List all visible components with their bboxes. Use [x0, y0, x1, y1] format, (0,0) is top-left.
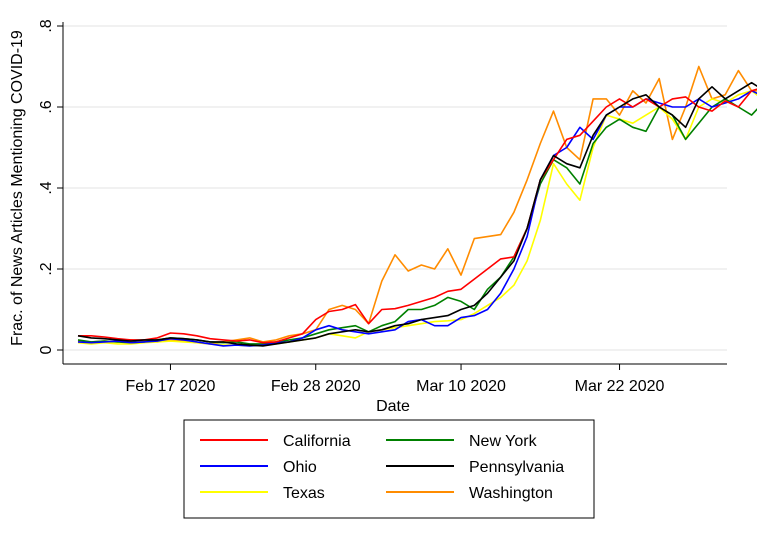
legend: California New York Ohio Pennsylvania Texas W…: [183, 419, 595, 519]
y-tick-label: .6: [38, 100, 55, 113]
y-tick-label: .4: [38, 181, 55, 194]
y-axis-title: Frac. of News Articles Mentioning COVID-…: [9, 30, 26, 346]
y-tick-label: 0: [38, 345, 55, 354]
x-tick-label: Feb 17 2020: [126, 378, 216, 395]
y-tick-label: .2: [38, 262, 55, 275]
legend-label: Pennsylvania: [469, 459, 564, 476]
gridlines: [63, 25, 727, 351]
legend-label: New York: [469, 433, 538, 450]
x-axis-title: Date: [376, 398, 410, 415]
series-line-ohio: [77, 90, 757, 347]
legend-box: [183, 419, 595, 519]
series-lines: [77, 65, 757, 347]
legend-label: Washington: [469, 485, 553, 502]
plot-area: [63, 22, 727, 364]
x-axis: Feb 17 2020 Feb 28 2020 Mar 10 2020 Mar 22 …: [63, 363, 727, 395]
legend-label: Texas: [283, 485, 325, 502]
legend-label: California: [283, 433, 351, 450]
y-tick-label: .8: [38, 19, 55, 32]
legend-label: Ohio: [283, 459, 317, 476]
x-tick-label: Mar 22 2020: [575, 378, 665, 395]
series-line-pennsylvania: [77, 81, 757, 347]
x-tick-label: Mar 10 2020: [416, 378, 506, 395]
y-axis: 0 .2 .4 .6 .8: [38, 19, 64, 364]
x-tick-label: Feb 28 2020: [271, 378, 361, 395]
series-line-california: [78, 88, 757, 344]
